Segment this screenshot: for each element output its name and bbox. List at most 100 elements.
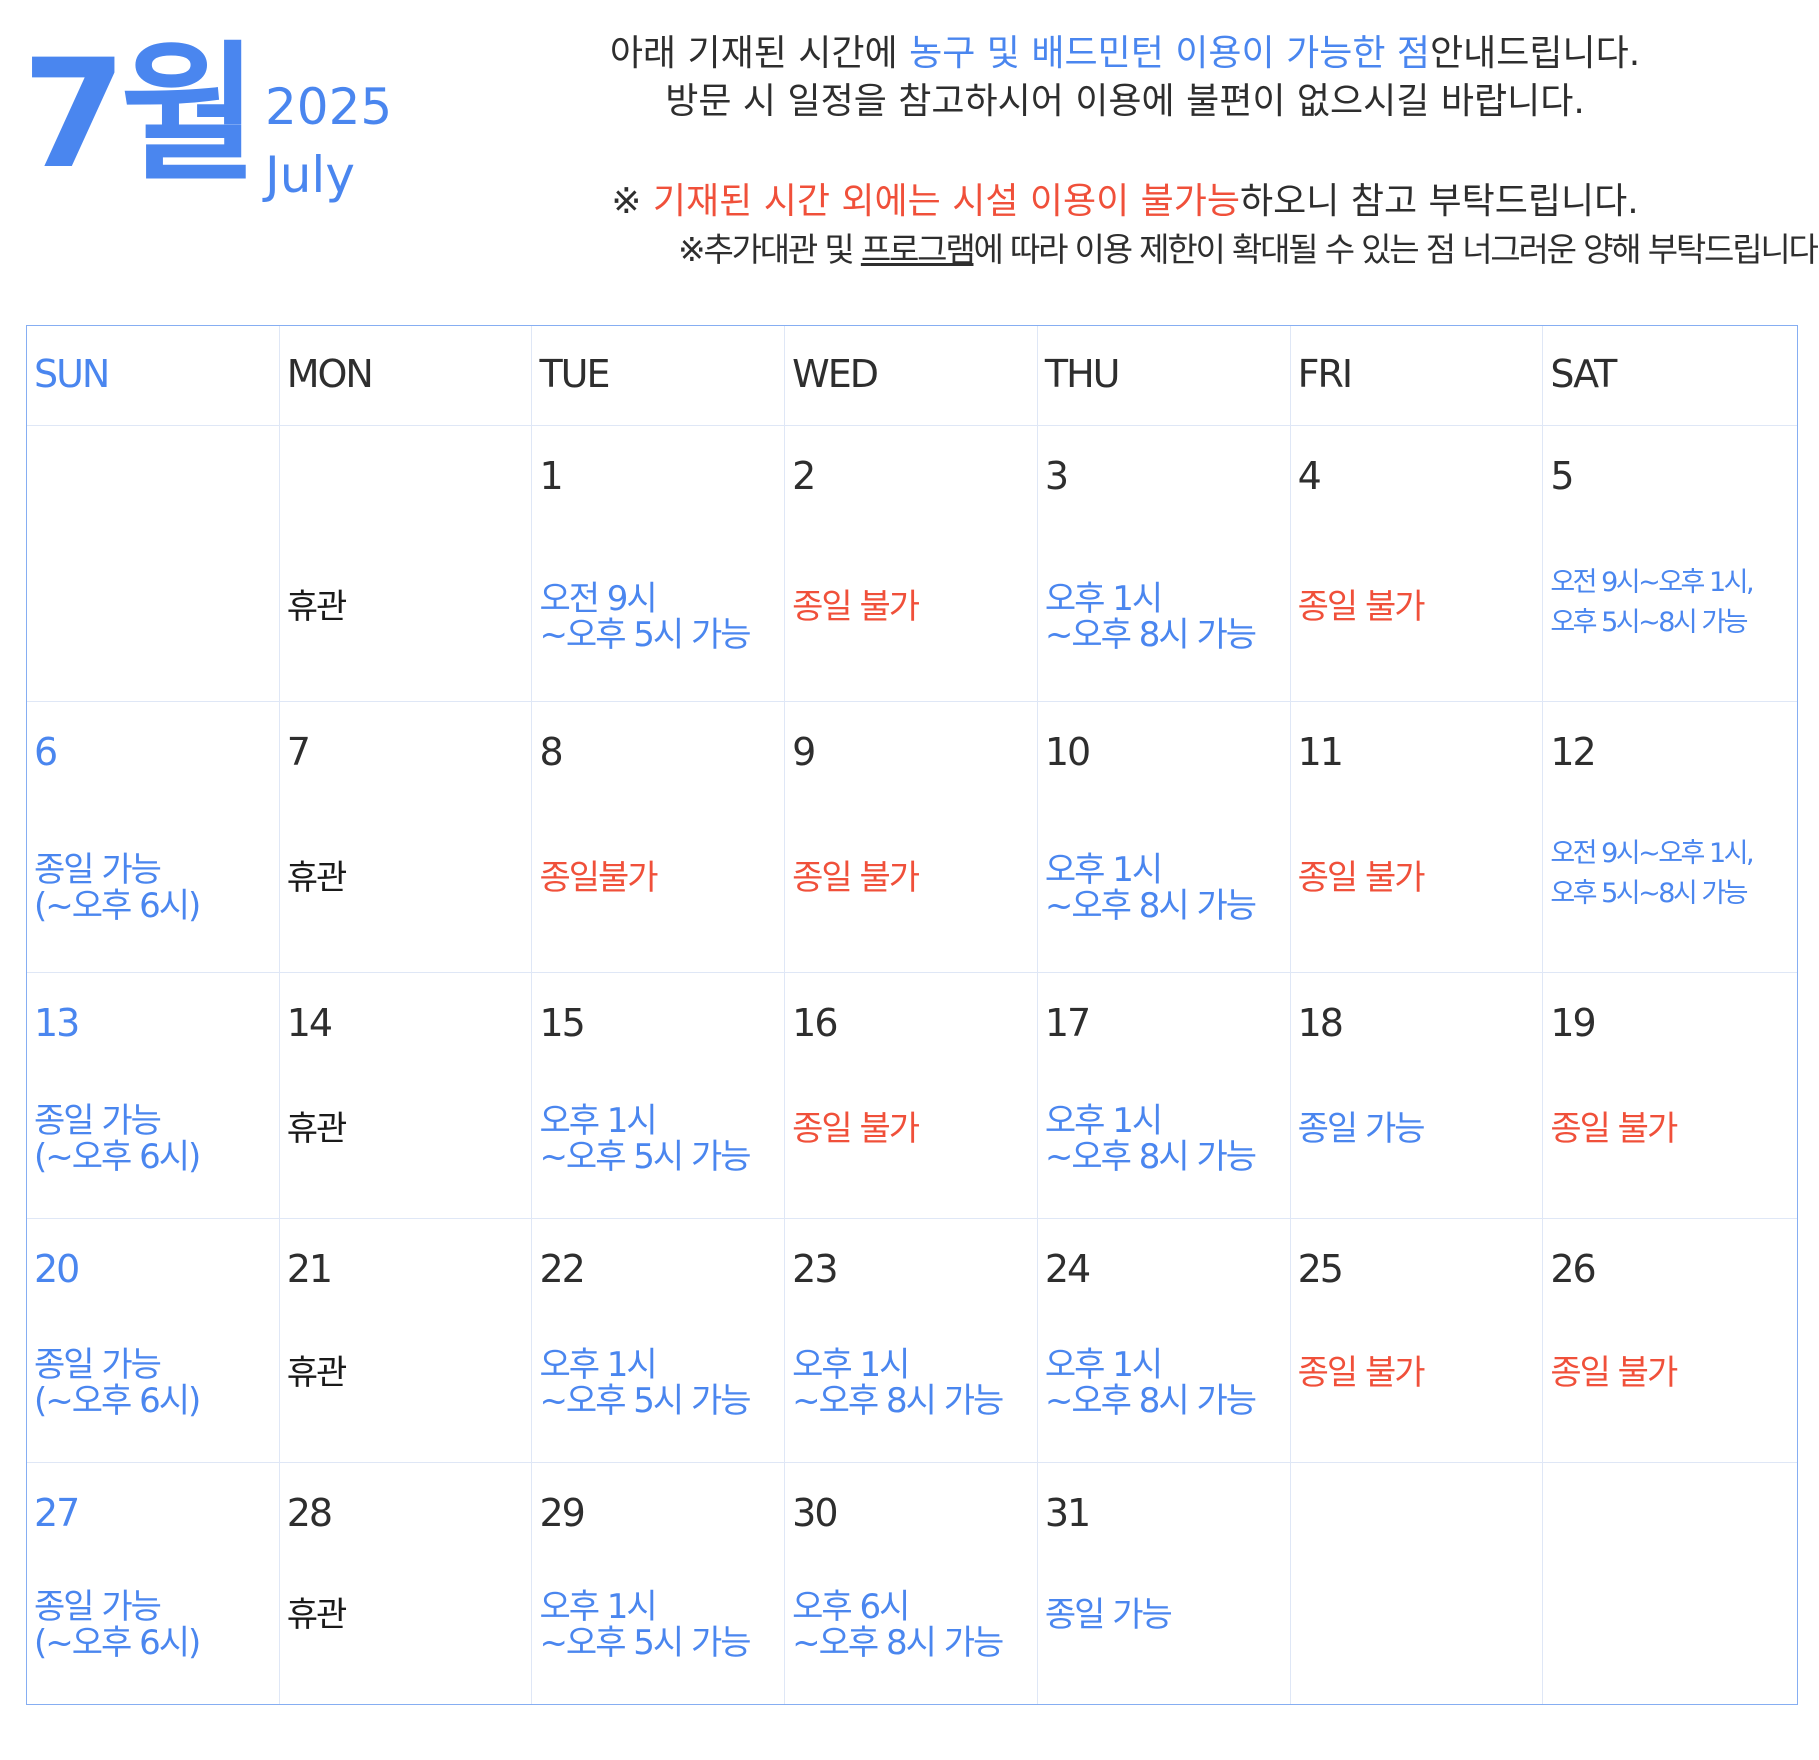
day-cell: 25 종일 불가 <box>1291 1219 1544 1462</box>
availability-status: 종일 불가 <box>792 1109 920 1149</box>
day-cell: 10 오후 1시 ~오후 8시 가능 <box>1038 702 1291 972</box>
availability-status: 오전 9시~오후 1시, 오후 5시~8시 가능 <box>1550 838 1754 909</box>
day-number: 29 <box>539 1491 585 1535</box>
availability-status: 오후 1시 ~오후 8시 가능 <box>1044 850 1257 926</box>
availability-status: 휴관 <box>286 858 348 898</box>
day-number: 24 <box>1044 1247 1091 1291</box>
day-cell: 6 종일 가능 (~오후 6시) <box>27 702 280 972</box>
availability-status: 오전 9시~오후 1시, 오후 5시~8시 가능 <box>1550 567 1754 638</box>
day-cell: 23 오후 1시 ~오후 8시 가능 <box>785 1219 1038 1462</box>
day-cell: 4 종일 불가 <box>1291 426 1544 701</box>
day-cell: 12 오전 9시~오후 1시, 오후 5시~8시 가능 <box>1543 702 1797 972</box>
day-number: 18 <box>1297 1001 1344 1045</box>
day-number: 20 <box>34 1247 80 1291</box>
availability-status: 오후 6시 ~오후 8시 가능 <box>792 1587 1004 1663</box>
availability-status: 휴관 <box>286 1595 348 1635</box>
notice-text: 안내드립니다. <box>1430 33 1641 74</box>
day-number: 22 <box>539 1247 585 1291</box>
day-cell: 11 종일 불가 <box>1291 702 1544 972</box>
day-cell: 19 종일 불가 <box>1543 973 1797 1218</box>
day-number: 12 <box>1550 730 1596 774</box>
availability-status: 오후 1시 ~오후 8시 가능 <box>792 1345 1004 1421</box>
day-cell: 14 휴관 <box>280 973 533 1218</box>
day-number: 25 <box>1297 1247 1344 1291</box>
availability-status: 종일 가능 <box>1297 1109 1426 1149</box>
notice-underlined: 프로그램 <box>860 230 976 269</box>
availability-status: 종일 불가 <box>1297 587 1426 627</box>
day-cell: 1 오전 9시 ~오후 5시 가능 <box>532 426 786 701</box>
day-cell: 29 오후 1시 ~오후 5시 가능 <box>532 1463 786 1704</box>
day-number: 6 <box>34 730 58 774</box>
availability-status: 휴관 <box>286 1353 348 1393</box>
day-number: 28 <box>286 1491 333 1535</box>
day-number: 9 <box>792 730 816 774</box>
day-number: 5 <box>1550 454 1574 498</box>
day-number: 1 <box>539 454 563 498</box>
day-cell: 7 휴관 <box>280 702 533 972</box>
calendar-grid: SUN MON TUE WED THU FRI SAT 휴관 1 오전 9시 ~오후… <box>26 325 1798 1705</box>
week-row: 6 종일 가능 (~오후 6시) 7 휴관 8 종일불가 9 종일 불가 10 오후 1시 ~오후… <box>27 702 1797 973</box>
day-number: 30 <box>792 1491 838 1535</box>
availability-status: 종일 불가 <box>1550 1353 1678 1393</box>
week-row: 휴관 1 오전 9시 ~오후 5시 가능 2 종일 불가 3 오후 1시 ~오후 8시 가능… <box>27 426 1797 702</box>
notice-mark: ※ <box>611 181 653 222</box>
month-english-label: July <box>265 146 355 204</box>
day-number: 16 <box>792 1001 838 1045</box>
day-number: 23 <box>792 1247 838 1291</box>
availability-status: 오전 9시 ~오후 5시 가능 <box>539 579 751 655</box>
day-number: 14 <box>286 1001 333 1045</box>
day-number: 11 <box>1297 730 1344 774</box>
weekday-fri: FRI <box>1291 326 1544 425</box>
day-cell: 27 종일 가능 (~오후 6시) <box>27 1463 280 1704</box>
availability-status: 오후 1시 ~오후 5시 가능 <box>539 1345 751 1421</box>
notice-warning: 기재된 시간 외에는 시설 이용이 불가능 <box>652 181 1241 222</box>
notice-line-3: ※ 기재된 시간 외에는 시설 이용이 불가능하오니 참고 부탁드립니다. <box>455 178 1795 226</box>
day-number: 13 <box>34 1001 80 1045</box>
notice-text: 에 따라 이용 제한이 확대될 수 있는 점 너그러운 양해 부탁드립니다. <box>973 230 1819 269</box>
day-cell: 28 휴관 <box>280 1463 533 1704</box>
day-cell: 31 종일 가능 <box>1038 1463 1291 1704</box>
availability-status: 종일 가능 (~오후 6시) <box>34 1587 201 1663</box>
day-cell: 3 오후 1시 ~오후 8시 가능 <box>1038 426 1291 701</box>
day-cell <box>27 426 280 701</box>
availability-status: 오후 1시 ~오후 5시 가능 <box>539 1587 751 1663</box>
day-cell: 21 휴관 <box>280 1219 533 1462</box>
day-cell: 휴관 <box>280 426 533 701</box>
day-number: 31 <box>1044 1491 1091 1535</box>
availability-status: 종일 불가 <box>1550 1109 1678 1149</box>
availability-status: 종일 가능 (~오후 6시) <box>34 850 201 926</box>
month-title: 7월 <box>22 28 258 202</box>
day-number: 10 <box>1044 730 1091 774</box>
day-number: 8 <box>539 730 563 774</box>
availability-status: 종일 가능 (~오후 6시) <box>34 1101 201 1177</box>
day-number: 2 <box>792 454 816 498</box>
notice-text: ※추가대관 및 <box>678 230 861 269</box>
day-number: 17 <box>1044 1001 1091 1045</box>
weekday-sat: SAT <box>1550 352 1617 396</box>
day-cell: 9 종일 불가 <box>785 702 1038 972</box>
notice-highlight: 농구 및 배드민턴 이용이 가능한 점 <box>909 33 1431 74</box>
notice-block: 아래 기재된 시간에 농구 및 배드민턴 이용이 가능한 점안내드립니다. 방문… <box>455 30 1819 274</box>
availability-status: 종일 불가 <box>792 587 920 627</box>
week-row: 13 종일 가능 (~오후 6시) 14 휴관 15 오후 1시 ~오후 5시 가능 16 종… <box>27 973 1797 1219</box>
day-cell: 16 종일 불가 <box>785 973 1038 1218</box>
day-number: 3 <box>1044 454 1069 498</box>
day-number: 7 <box>286 730 311 774</box>
availability-status: 오후 1시 ~오후 8시 가능 <box>1044 579 1257 655</box>
day-cell: 2 종일 불가 <box>785 426 1038 701</box>
notice-line-4: ※추가대관 및 프로그램에 따라 이용 제한이 확대될 수 있는 점 너그러운 … <box>455 226 1819 274</box>
weekday-tue: TUE <box>532 326 786 425</box>
day-cell: 24 오후 1시 ~오후 8시 가능 <box>1038 1219 1291 1462</box>
day-number: 21 <box>286 1247 333 1291</box>
availability-status: 오후 1시 ~오후 8시 가능 <box>1044 1101 1257 1177</box>
availability-status: 종일불가 <box>539 858 658 898</box>
day-number: 4 <box>1297 454 1322 498</box>
day-cell: 26 종일 불가 <box>1543 1219 1797 1462</box>
day-cell: 22 오후 1시 ~오후 5시 가능 <box>532 1219 786 1462</box>
notice-text: 하오니 참고 부탁드립니다. <box>1240 181 1639 222</box>
availability-status: 종일 불가 <box>1297 858 1426 898</box>
day-cell: 8 종일불가 <box>532 702 786 972</box>
availability-status: 종일 가능 <box>1044 1595 1173 1635</box>
day-cell: 30 오후 6시 ~오후 8시 가능 <box>785 1463 1038 1704</box>
availability-status: 종일 불가 <box>792 858 920 898</box>
